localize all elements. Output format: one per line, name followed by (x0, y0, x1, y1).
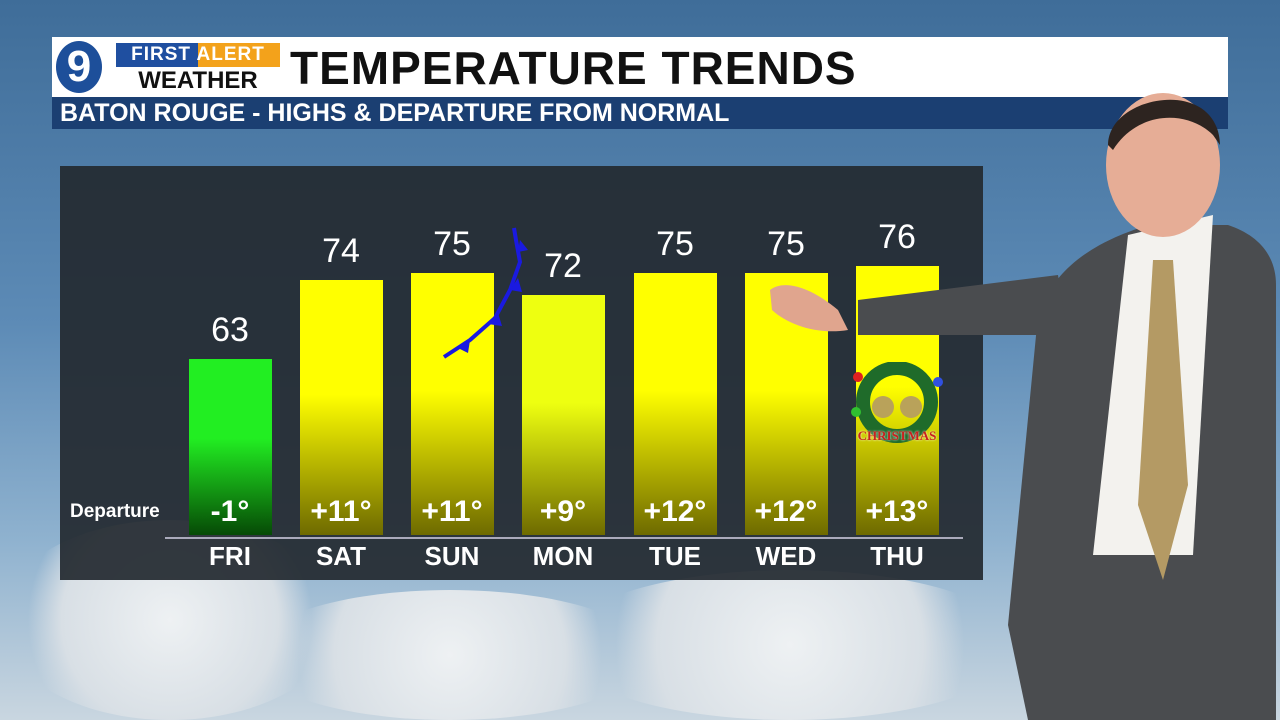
value-label: 75 (656, 225, 694, 264)
day-label: SUN (424, 541, 480, 571)
departure-value: +13° (865, 495, 929, 528)
bar-mon (522, 294, 605, 535)
bar-sat (300, 280, 383, 535)
value-label: 75 (433, 225, 471, 264)
day-label: THU (870, 541, 924, 571)
front-triangle (488, 313, 502, 326)
cloud (560, 570, 1020, 720)
christmas-wreath-icon (851, 362, 943, 443)
brand-first-alert: FIRST ALERT (116, 43, 280, 67)
front-triangle (518, 240, 528, 252)
departure-label: Departure (70, 501, 160, 522)
header: 9 FIRST ALERT WEATHER TEMPERATURE TRENDS (52, 37, 1228, 97)
day-label: WED (755, 541, 817, 571)
presenter (770, 93, 1276, 720)
day-label: MON (532, 541, 594, 571)
value-label: 72 (544, 246, 582, 285)
bar-sun (411, 273, 494, 535)
day-label: FRI (209, 541, 251, 571)
cold-front-line (442, 227, 523, 359)
departure-value: +9° (539, 495, 587, 528)
day-label: SAT (315, 541, 367, 571)
channel-logo: 9 (56, 41, 102, 93)
departure-value: +11° (421, 495, 483, 528)
departure-value: +11° (310, 495, 372, 528)
brand-weather: WEATHER (138, 67, 258, 94)
value-label: 76 (878, 218, 916, 257)
departure-value: +12° (643, 495, 707, 528)
day-label: TUE (649, 541, 701, 571)
value-label: 75 (767, 225, 805, 264)
departure-value: +12° (754, 495, 818, 528)
front-triangle (458, 340, 470, 353)
bar-fri (189, 359, 272, 535)
page-title: TEMPERATURE TRENDS (290, 42, 857, 94)
value-label: 74 (322, 232, 360, 271)
departure-value: -1° (210, 495, 250, 528)
subtitle: BATON ROUGE - HIGHS & DEPARTURE FROM NOR… (52, 97, 1228, 129)
front-triangle (510, 278, 522, 292)
bar-tue (634, 273, 717, 535)
x-axis-line (165, 537, 963, 539)
value-label: 63 (211, 311, 249, 350)
christmas-badge: CHRISTMAS (857, 428, 937, 443)
